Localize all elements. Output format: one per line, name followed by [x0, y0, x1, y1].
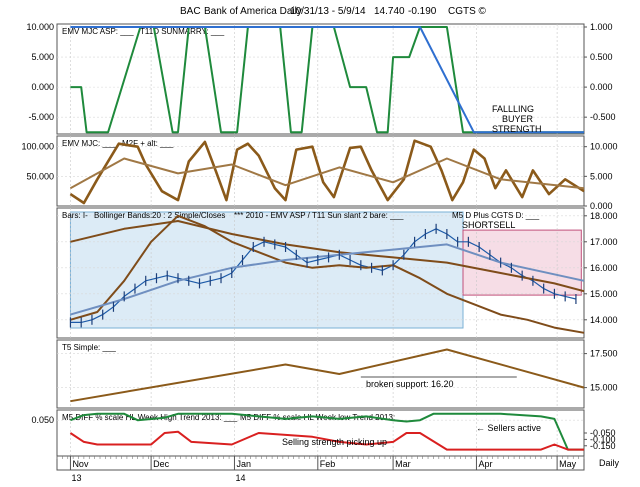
right-tick-label: 16.000 [590, 263, 618, 273]
series-line [70, 243, 585, 316]
x-month-label: Apr [478, 459, 492, 469]
right-tick-label: -0.050 [590, 428, 616, 438]
series-line [70, 214, 585, 334]
right-tick-label: 5.000 [590, 171, 613, 181]
right-tick-label: 0.000 [590, 201, 613, 211]
annotation-sellers: ← Sellers active [476, 423, 541, 433]
x-month-label: Dec [153, 459, 170, 469]
right-tick-label: -0.100 [590, 434, 616, 444]
series-line [70, 26, 584, 134]
panel-frame [56, 135, 585, 207]
right-tick-label: 17.500 [590, 349, 618, 359]
annotation-text: STRENGTH [492, 124, 542, 134]
panel-t5_simple: 17.500 15.000 T5 Simple: ___broken support… [56, 339, 618, 409]
series-line [70, 348, 585, 403]
panel-emv_mjc_asp: 10.000 5.000 0.000 -5.000 1.000 0.500 0.000 -0.… [26, 22, 616, 135]
series-line [69, 430, 584, 451]
right-tick-label: 0.000 [590, 82, 613, 92]
panel-label: Bars: I- [62, 211, 88, 220]
header-price: 14.740 [374, 6, 405, 17]
panel-m5_diff: 0.050 -0.050-0.100-0.150 M5 DIFF % scale H… [31, 409, 616, 457]
panel-label: *** 2010 - EMV ASP / T11 Sun slant 2 bar… [234, 211, 404, 220]
series-line [70, 228, 577, 323]
right-tick-label: 10.000 [590, 142, 618, 152]
panel-label: M2F + alt: ___ [122, 139, 174, 148]
annotation-text: FALLLING [492, 104, 534, 114]
left-tick-label: 50.000 [26, 171, 54, 181]
panel-price: 18.000 17.000 16.000 15.000 14.000 Bars: I- Bo… [56, 207, 618, 339]
x-month-label: Feb [320, 459, 336, 469]
annotation-text: BUYER [502, 114, 534, 124]
annotation-shortsell: SHORTSELL [462, 220, 515, 230]
x-year-label: 13 [71, 473, 81, 483]
series-line [69, 157, 585, 190]
header-symbol: BAC [180, 6, 201, 17]
x-month-label: Mar [395, 459, 411, 469]
panel-label: T5 Simple: ___ [62, 343, 116, 352]
right-tick-label: 15.000 [590, 383, 618, 393]
period-label: Daily [599, 458, 620, 468]
right-tick-label: 14.000 [590, 315, 618, 325]
left-tick-label: 0.000 [31, 82, 54, 92]
annotation-support: broken support: 16.20 [366, 379, 454, 389]
x-month-label: Nov [72, 459, 89, 469]
panel-emv_mjc: 100.000 50.000 10.000 5.000 0.000 EMV MJC: __… [21, 135, 618, 211]
panel-frame [56, 23, 585, 135]
left-tick-label: 10.000 [26, 22, 54, 32]
x-year-label: 14 [235, 473, 245, 483]
header-range: 10/31/13 - 5/9/14 [290, 6, 366, 17]
series-line [69, 139, 585, 205]
uptrend-zone [69, 211, 464, 329]
left-tick-label: 0.050 [31, 415, 54, 425]
header-name: Bank of America Daily [204, 6, 302, 17]
right-tick-label: 1.000 [590, 22, 613, 32]
right-tick-label: 15.000 [590, 289, 618, 299]
chart-panels: 10.000 5.000 0.000 -5.000 1.000 0.500 0.000 -0.… [21, 22, 618, 457]
panel-frame [56, 339, 585, 409]
left-tick-label: -5.000 [28, 112, 54, 122]
x-month-label: May [559, 459, 577, 469]
right-tick-label: -0.150 [590, 441, 616, 451]
right-tick-label: -0.500 [590, 112, 616, 122]
left-tick-label: 5.000 [31, 52, 54, 62]
annotation-selling: Selling strength picking up [282, 437, 387, 447]
series-line [70, 412, 584, 451]
panel-label: T11D SUNMARRY: ___ [140, 27, 225, 36]
panel-label: EMV MJC ASP: ___ [62, 27, 134, 36]
x-month-label: Jan [236, 459, 251, 469]
panel-frame [56, 207, 585, 339]
panel-label: 20 : 2 Simple/Closes [152, 211, 225, 220]
panel-label: EMV MJC: ___ [62, 139, 116, 148]
panel-label: M5 D Plus CGTS D: ___ [452, 211, 540, 220]
panel-label: Bollinger Bands: [94, 211, 152, 220]
right-tick-label: 17.000 [590, 237, 618, 247]
right-tick-label: 0.500 [590, 52, 613, 62]
panel-label: M5 DIFF % scale HL Week High Trend 2013:… [62, 413, 238, 422]
left-tick-label: 100.000 [21, 142, 54, 152]
x-axis: Nov 13 Dec Jan 14 Feb Mar Apr May [56, 455, 585, 483]
header-brand: CGTS © [448, 6, 487, 17]
header-change: -0.190 [408, 6, 437, 17]
right-tick-label: 18.000 [590, 211, 618, 221]
